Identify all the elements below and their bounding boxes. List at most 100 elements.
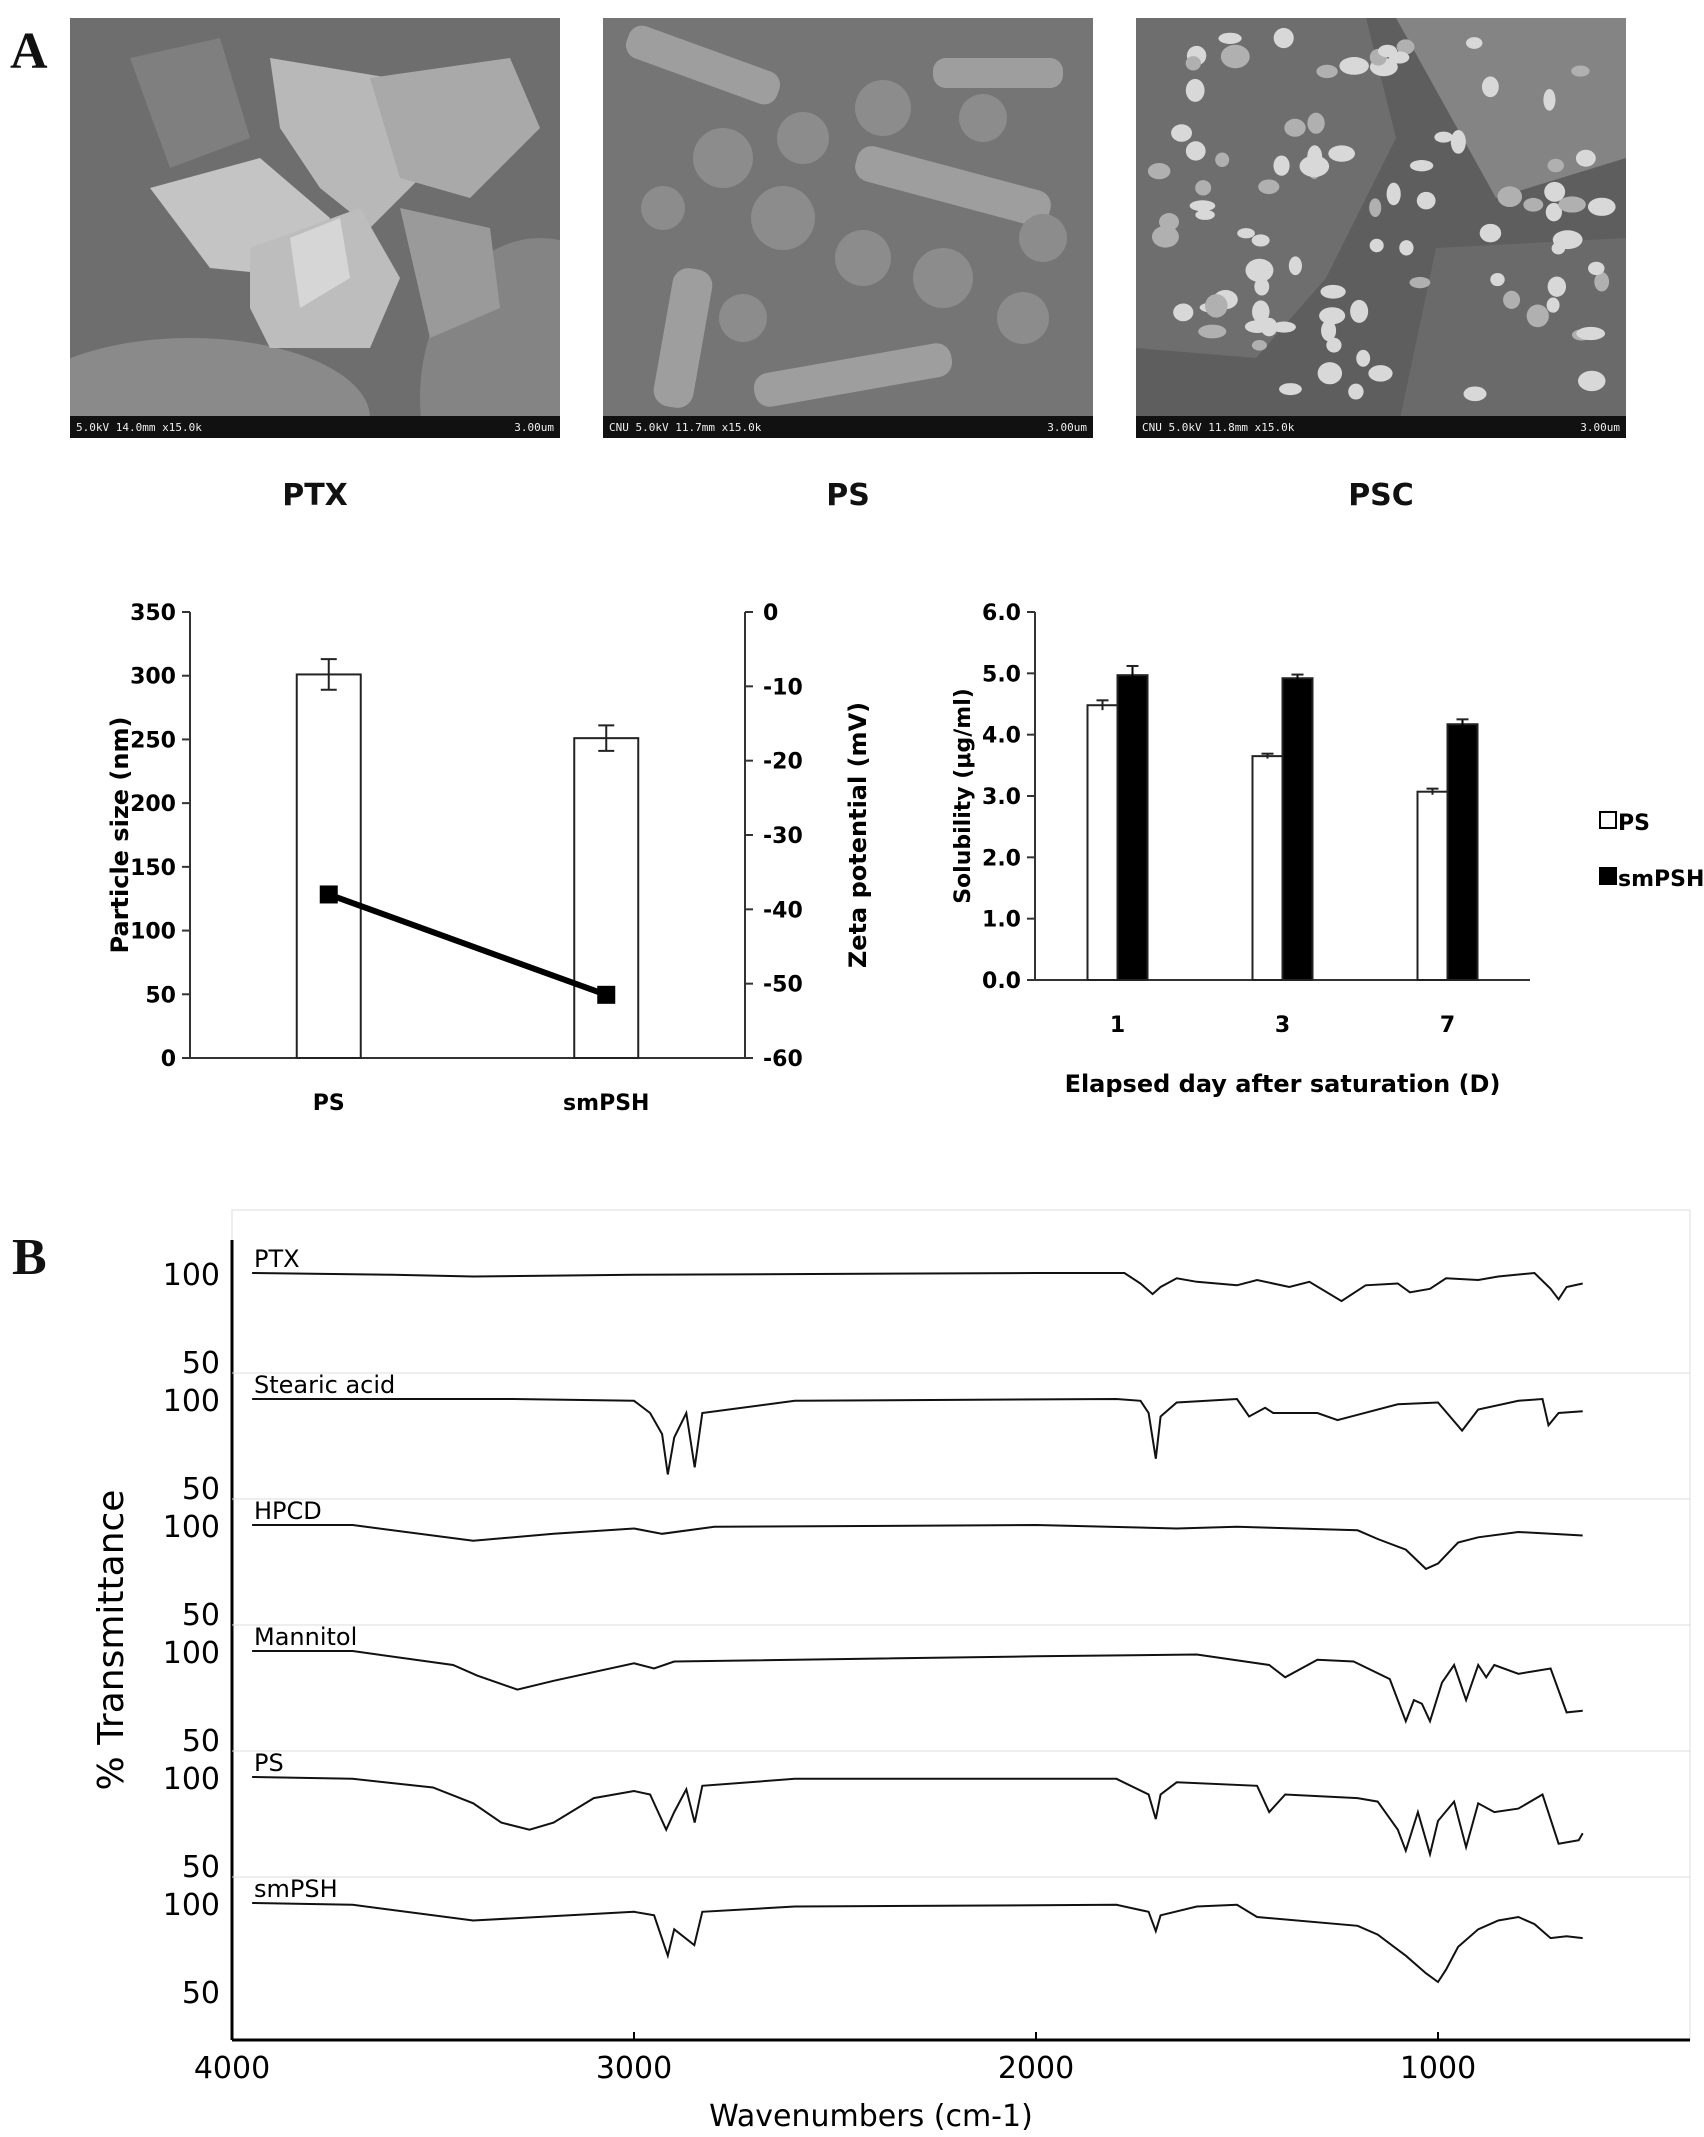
y2-tick-label: 0 <box>763 601 778 626</box>
y-axis-label: Particle size (nm) <box>106 717 134 954</box>
bar-PS-7 <box>1416 790 1449 981</box>
sem-particle <box>1543 88 1556 111</box>
bar-smPSH-3 <box>1281 677 1314 981</box>
series-label-smpsh: smPSH <box>254 1875 338 1903</box>
sem-ps-texture <box>603 18 1093 438</box>
x-tick-label: 1000 <box>1400 2051 1476 2086</box>
sem-info-bar: 5.0kV 14.0mm x15.0k 3.00um <box>70 416 560 438</box>
y-tick-label: 3.0 <box>982 785 1021 810</box>
y2-tick-label: -60 <box>763 1047 803 1072</box>
sem-particle <box>1546 297 1560 313</box>
bar-PS <box>295 673 362 1059</box>
sem-particle <box>1409 276 1431 289</box>
sem-particle <box>1321 320 1337 342</box>
x-tick-label: 4000 <box>194 2051 270 2086</box>
y-tick-label: 100 <box>163 1762 220 1797</box>
sem-image-psc: CNU 5.0kV 11.8mm x15.0k 3.00um <box>1136 18 1626 438</box>
y-tick-label: 50 <box>182 1472 220 1507</box>
sem-particle <box>1251 234 1270 247</box>
sem-particle <box>1254 277 1270 296</box>
sem-image-ps: CNU 5.0kV 11.7mm x15.0k 3.00um <box>603 18 1093 438</box>
sem-particle <box>1218 32 1242 44</box>
sem-particle <box>1205 294 1228 318</box>
sem-particle <box>1328 145 1355 162</box>
sem-particle <box>1245 258 1274 282</box>
panel-label-b: B <box>12 1229 47 1286</box>
sem-particle <box>1237 228 1255 239</box>
sem-psc-texture <box>1136 18 1626 438</box>
y2-tick-label: -30 <box>763 824 803 849</box>
y2-tick-label: -10 <box>763 675 803 700</box>
sem-particle <box>1198 324 1227 339</box>
sem-particle <box>1503 290 1521 309</box>
legend-label: PS <box>1618 811 1650 836</box>
x-tick-label: PS <box>313 1091 345 1116</box>
sem-particle <box>1547 158 1564 173</box>
sem-particle <box>1575 149 1596 167</box>
y-tick-label: 5.0 <box>982 662 1021 687</box>
sem-caption-psc: PSC <box>1348 478 1414 513</box>
sem-particle <box>1319 307 1346 325</box>
y-tick-label: 300 <box>130 665 176 690</box>
sem-particle <box>1151 225 1179 248</box>
sem-info-bar: CNU 5.0kV 11.7mm x15.0k 3.00um <box>603 416 1093 438</box>
sem-particle <box>1348 383 1364 400</box>
sem-particle <box>1251 340 1267 351</box>
spectrum-stearic-acid <box>252 1397 1583 1475</box>
sem-particle <box>1299 155 1330 178</box>
y-tick-label: 50 <box>182 1976 220 2011</box>
y-tick-label: 0 <box>161 1047 176 1072</box>
sem-scale: 3.00um <box>514 420 554 434</box>
sem-particle <box>1368 365 1393 382</box>
sem-particle <box>1195 209 1215 220</box>
series-label-mannitol: Mannitol <box>254 1623 357 1651</box>
sem-particle <box>1195 180 1212 196</box>
y-tick-label: 50 <box>182 1346 220 1381</box>
y2-tick-label: -50 <box>763 973 803 998</box>
y-tick-label: 100 <box>130 920 176 945</box>
sem-info-bar: CNU 5.0kV 11.8mm x15.0k 3.00um <box>1136 416 1626 438</box>
sem-particle <box>1244 320 1270 334</box>
sem-particle <box>1481 76 1499 98</box>
sem-particle <box>1320 284 1346 299</box>
sem-particle <box>1215 152 1230 168</box>
sem-info: 5.0kV 14.0mm x15.0k <box>76 420 202 434</box>
sem-particle <box>1185 78 1205 102</box>
y-tick-label: 100 <box>163 1384 220 1419</box>
sem-particle <box>1369 198 1382 217</box>
sem-particle <box>1578 370 1606 392</box>
zeta-line <box>327 891 608 998</box>
sem-caption-ptx: PTX <box>282 478 348 513</box>
bar-smPSH <box>573 737 640 1059</box>
panel-label-a: A <box>10 23 48 80</box>
sem-particle <box>1252 300 1270 324</box>
x-tick-label: 2000 <box>998 2051 1074 2086</box>
y-tick-label: 250 <box>130 728 176 753</box>
y-tick-label: 1.0 <box>982 908 1021 933</box>
zeta-point <box>597 985 616 1004</box>
sem-particle <box>1409 160 1434 172</box>
sem-particle <box>1388 51 1410 64</box>
sem-particle <box>1544 181 1566 202</box>
spectrum-smpsh <box>252 1902 1583 1984</box>
series-label-hpcd: HPCD <box>254 1497 322 1525</box>
x-axis-label: Wavenumbers (cm-1) <box>709 2099 1033 2134</box>
sem-particle <box>1185 141 1206 161</box>
y-tick-label: 50 <box>182 1724 220 1759</box>
sem-particle <box>1189 200 1216 212</box>
bar-PS-3 <box>1251 755 1284 982</box>
sem-particle <box>1497 186 1523 208</box>
sem-particle <box>1369 238 1384 253</box>
sem-info: CNU 5.0kV 11.7mm x15.0k <box>609 420 762 434</box>
chart1-group: 0 50 100 150 200 250 300 350 0 -10 -20 -30 -40 -50 -60… <box>106 601 872 1116</box>
spectrum-ps <box>252 1776 1584 1859</box>
zeta-point <box>319 885 338 904</box>
chart3-group: 4000 3000 2000 1000 Wavenumbers (cm-1) % Tran… <box>91 1209 1691 2134</box>
y-tick-label: 50 <box>182 1598 220 1633</box>
y-tick-label: 100 <box>163 1258 220 1293</box>
sem-scale: 3.00um <box>1580 420 1620 434</box>
sem-particle <box>1185 56 1201 71</box>
sem-particle <box>1147 163 1171 180</box>
series-label-ps: PS <box>254 1749 284 1777</box>
sem-particle <box>1159 213 1180 231</box>
